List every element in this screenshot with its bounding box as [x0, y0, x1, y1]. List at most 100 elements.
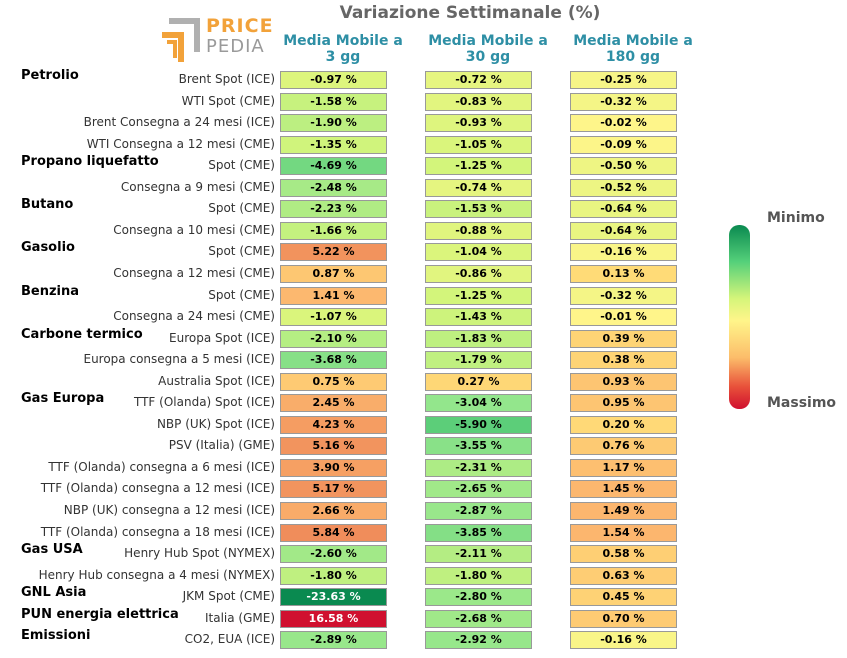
row-label: Henry Hub Spot (NYMEX) [124, 546, 275, 561]
row-label: TTF (Olanda) Spot (ICE) [133, 395, 275, 410]
row-label: NBP (UK) Spot (ICE) [156, 416, 275, 431]
value-cell: -1.80 % [280, 566, 387, 585]
value-cell: 0.58 % [570, 545, 677, 564]
value-cell: -2.68 % [425, 609, 532, 628]
row-label: Europa Spot (ICE) [169, 330, 275, 345]
row-label: Europa consegna a 5 mesi (ICE) [83, 352, 275, 367]
value-cell: -0.64 % [570, 221, 677, 240]
value-cell: -0.01 % [570, 308, 677, 327]
value-cell: -2.92 % [425, 631, 532, 650]
value-cell: 0.63 % [570, 566, 677, 585]
value-cell: -3.85 % [425, 523, 532, 542]
row-label: TTF (Olanda) consegna a 6 mesi (ICE) [48, 459, 275, 474]
row-label: Consegna a 9 mesi (CME) [120, 179, 275, 194]
value-cell: -1.58 % [280, 92, 387, 111]
value-cell: -0.72 % [425, 71, 532, 89]
row-label: Spot (CME) [208, 244, 275, 259]
value-cell: -0.83 % [425, 92, 532, 111]
row-label: Consegna a 24 mesi (CME) [113, 309, 275, 324]
value-cell: -2.60 % [280, 545, 387, 564]
value-cell: 5.16 % [280, 437, 387, 456]
legend-min-label: Minimo [767, 210, 825, 226]
chart-title: Variazione Settimanale (%) [339, 3, 601, 23]
group-label: Gasolio [21, 240, 75, 256]
value-cell: 1.54 % [570, 523, 677, 542]
value-cell: -1.25 % [425, 157, 532, 176]
value-cell: -0.86 % [425, 264, 532, 283]
value-cell: -0.74 % [425, 178, 532, 197]
value-cell: 0.75 % [280, 372, 387, 391]
value-cell: 1.17 % [570, 458, 677, 477]
value-cell: -3.04 % [425, 394, 532, 413]
value-cell: -2.23 % [280, 200, 387, 219]
group-label: Butano [21, 197, 74, 213]
value-cell: -0.02 % [570, 114, 677, 133]
value-cell: 1.41 % [280, 286, 387, 305]
row-label: PSV (Italia) (GME) [168, 438, 275, 453]
value-cell: 0.70 % [570, 609, 677, 628]
value-cell: -3.68 % [280, 351, 387, 370]
value-cell: -0.88 % [425, 221, 532, 240]
legend-max-label: Massimo [767, 395, 837, 411]
group-label: Emissioni [21, 628, 91, 644]
row-label: Consegna a 12 mesi (CME) [113, 265, 275, 280]
value-cell: -1.07 % [280, 308, 387, 327]
column-header-3gg: Media Mobile a 3 gg [283, 33, 403, 65]
value-cell: 0.38 % [570, 351, 677, 370]
value-cell: 0.20 % [570, 415, 677, 434]
value-cell: -1.04 % [425, 243, 532, 262]
row-label: Spot (CME) [208, 158, 275, 173]
group-label: Petrolio [21, 68, 79, 83]
value-cell: -0.52 % [570, 178, 677, 197]
value-cell: 0.27 % [425, 372, 532, 391]
value-cell: 5.84 % [280, 523, 387, 542]
value-cell: -1.90 % [280, 114, 387, 133]
value-cell: 2.45 % [280, 394, 387, 413]
value-cell: -2.80 % [425, 588, 532, 607]
value-cell: 0.13 % [570, 264, 677, 283]
column-header-30gg: Media Mobile a 30 gg [428, 33, 548, 65]
value-cell: -1.25 % [425, 286, 532, 305]
pricepedia-logo: PRICE PEDIA [160, 14, 273, 62]
value-cell: -2.65 % [425, 480, 532, 499]
row-label: JKM Spot (CME) [182, 589, 275, 604]
value-cell: -0.97 % [280, 71, 387, 89]
value-cell: 0.76 % [570, 437, 677, 456]
row-label: Spot (CME) [208, 201, 275, 216]
group-label: Gas USA [21, 542, 83, 558]
value-cell: 16.58 % [280, 609, 387, 628]
value-cell: -1.80 % [425, 566, 532, 585]
value-cell: -1.05 % [425, 135, 532, 154]
logo-text-pedia: PEDIA [206, 36, 265, 57]
value-cell: -0.32 % [570, 286, 677, 305]
value-cell: 3.90 % [280, 458, 387, 477]
row-label: NBP (UK) consegna a 12 mesi (ICE) [63, 503, 275, 517]
value-cell: -2.48 % [280, 178, 387, 197]
value-cell: 5.22 % [280, 243, 387, 262]
group-label: PUN energia elettrica [21, 606, 179, 622]
value-cell: -2.11 % [425, 545, 532, 564]
row-label: CO2, EUA (ICE) [184, 632, 275, 647]
value-cell: 4.23 % [280, 415, 387, 434]
group-label: Propano liquefatto [21, 154, 159, 170]
value-cell: 1.49 % [570, 502, 677, 520]
row-label: Australia Spot (ICE) [158, 373, 275, 388]
value-cell: -0.16 % [570, 243, 677, 262]
value-cell: -0.93 % [425, 114, 532, 133]
value-cell: -2.89 % [280, 631, 387, 650]
row-label: Consegna a 10 mesi (CME) [113, 222, 275, 237]
value-cell: 0.87 % [280, 264, 387, 283]
value-cell: 2.66 % [280, 502, 387, 520]
value-cell: -1.35 % [280, 135, 387, 154]
value-cell: -0.16 % [570, 631, 677, 650]
value-cell: -1.53 % [425, 200, 532, 219]
value-cell: -1.83 % [425, 329, 532, 348]
value-cell: -23.63 % [280, 588, 387, 607]
value-cell: -1.43 % [425, 308, 532, 327]
value-cell: -1.79 % [425, 351, 532, 370]
column-header-180gg: Media Mobile a 180 gg [573, 33, 693, 65]
value-cell: 0.93 % [570, 372, 677, 391]
value-cell: -0.09 % [570, 135, 677, 154]
value-cell: -2.87 % [425, 502, 532, 520]
row-label: Henry Hub consegna a 4 mesi (NYMEX) [38, 567, 275, 582]
